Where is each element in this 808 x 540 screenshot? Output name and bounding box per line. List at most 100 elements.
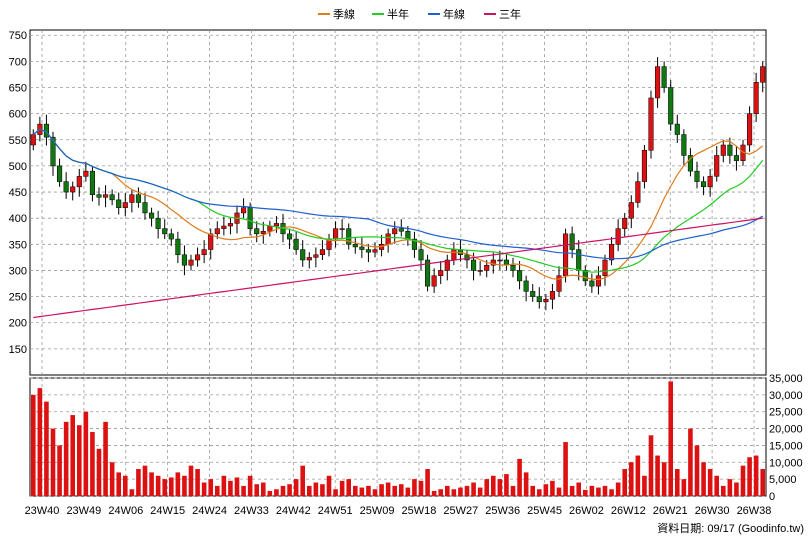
price-tick-label: 250 [9, 292, 27, 304]
x-tick-label: 25W45 [527, 505, 562, 517]
candle-body [418, 249, 424, 261]
volume-tick-label: 15,000 [769, 440, 803, 452]
candle-body [50, 136, 56, 167]
volume-bar [247, 475, 253, 496]
price-frame [29, 29, 767, 376]
x-tick-label: 25W09 [360, 505, 395, 517]
volume-bar [293, 479, 299, 496]
candle-body [287, 233, 293, 240]
candle-body [392, 228, 398, 235]
volume-bar [352, 485, 358, 496]
x-tick-label: 24W33 [234, 505, 269, 517]
candle-body [536, 296, 542, 303]
candle-body [411, 238, 417, 250]
volume-bar [753, 455, 759, 496]
volume-bar [569, 485, 575, 496]
price-tick-label: 350 [9, 239, 27, 251]
legend: 季線 半年 年線 三年 [318, 7, 521, 21]
volume-bar [306, 485, 312, 496]
volume-bar [615, 482, 621, 496]
candle-body [306, 257, 312, 261]
candle-body [208, 233, 214, 250]
candle-body [543, 298, 549, 303]
volume-bar [642, 475, 647, 496]
price-tick-label: 600 [9, 109, 27, 121]
candle-body [668, 87, 674, 125]
volume-bar [490, 475, 496, 496]
volume-bar [412, 479, 417, 496]
candle-body [273, 223, 279, 227]
volume-bar [50, 428, 56, 496]
x-tick-label: 24W06 [108, 505, 143, 517]
volume-bar [635, 455, 641, 496]
ma-line-2 [32, 128, 764, 273]
volume-bar [90, 431, 95, 496]
candle-body [267, 225, 273, 232]
candle-body [175, 238, 181, 256]
candle-body [195, 254, 201, 261]
volume-bar [602, 485, 608, 496]
volume-bar [30, 394, 36, 496]
candle-body [477, 270, 483, 272]
ma-line-3 [32, 128, 763, 260]
volume-bar [287, 484, 292, 496]
price-tick-label: 200 [9, 318, 27, 330]
volume-bar [379, 484, 384, 496]
candle-body [681, 134, 687, 156]
candle-body [444, 259, 450, 271]
candle-body [635, 181, 641, 203]
footer-text: 資料日期: 09/17 (Goodinfo.tw) [657, 521, 804, 535]
volume-bar [582, 489, 588, 496]
candle-body [549, 291, 555, 300]
volume-bar [234, 477, 240, 496]
candle-body [135, 194, 141, 203]
volume-bar [241, 485, 246, 496]
candle-body [641, 149, 647, 182]
volume-bar [536, 489, 542, 496]
volume-bar [451, 489, 457, 496]
volume-bar [655, 455, 660, 496]
candle-body [628, 202, 634, 219]
price-tick-label: 400 [9, 213, 27, 225]
volume-bar [37, 388, 43, 496]
candle-body [254, 228, 260, 235]
volume-bar [740, 465, 746, 496]
candle-body [556, 275, 562, 292]
x-tick-label: 26W12 [611, 505, 646, 517]
volume-bar [392, 485, 398, 496]
volume-bar [674, 469, 680, 496]
candle-body [359, 246, 365, 250]
volume-bar [339, 480, 345, 496]
candle-body [372, 249, 378, 253]
volume-bar [497, 479, 503, 496]
candle-body [149, 212, 155, 219]
candle-body [595, 275, 601, 287]
x-axis: 23W40 23W49 24W06 24W15 24W24 24W33 24W42 24W51… [25, 505, 772, 517]
volume-bar [149, 472, 154, 496]
candle-body [89, 170, 95, 195]
volume-bar [622, 469, 628, 496]
volume-bar [760, 469, 766, 496]
candle-body [576, 249, 582, 271]
candle-body [517, 270, 523, 282]
candle-body [129, 194, 135, 203]
legend-label: 三年 [499, 7, 521, 21]
candle-body [103, 194, 109, 198]
volume-bar [313, 482, 319, 496]
volume-bar [142, 465, 148, 496]
x-tick-label: 26W21 [653, 505, 688, 517]
candle-body [181, 254, 187, 266]
candle-body [260, 231, 266, 235]
x-tick-label: 23W49 [66, 505, 101, 517]
volume-tick-label: 10,000 [769, 457, 803, 469]
volume-bar [550, 480, 555, 496]
volume-bar [136, 469, 141, 496]
candle-body [431, 275, 437, 287]
volume-bar [109, 462, 115, 496]
legend-label: 年線 [443, 7, 465, 21]
volume-bar [661, 462, 667, 496]
volume-tick-label: 0 [769, 491, 775, 503]
volume-bar [359, 487, 365, 496]
price-tick-label: 700 [9, 56, 27, 68]
volume-bar [734, 482, 739, 496]
